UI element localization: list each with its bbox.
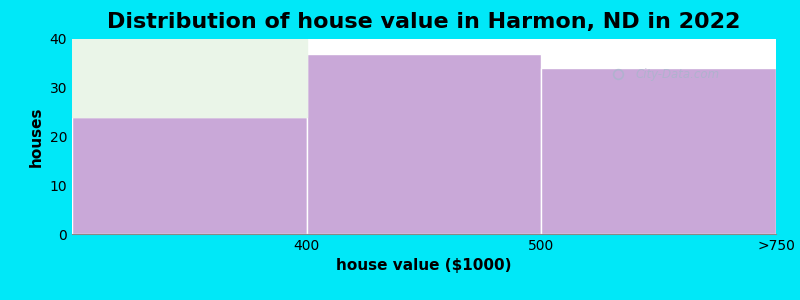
Bar: [306, 54, 542, 234]
Title: Distribution of house value in Harmon, ND in 2022: Distribution of house value in Harmon, N…: [107, 12, 741, 32]
Bar: [72, 117, 306, 234]
X-axis label: house value ($1000): house value ($1000): [336, 258, 512, 273]
Text: City-Data.com: City-Data.com: [635, 68, 719, 81]
Bar: [72, 39, 306, 117]
Y-axis label: houses: houses: [29, 106, 44, 167]
Bar: [542, 68, 776, 234]
